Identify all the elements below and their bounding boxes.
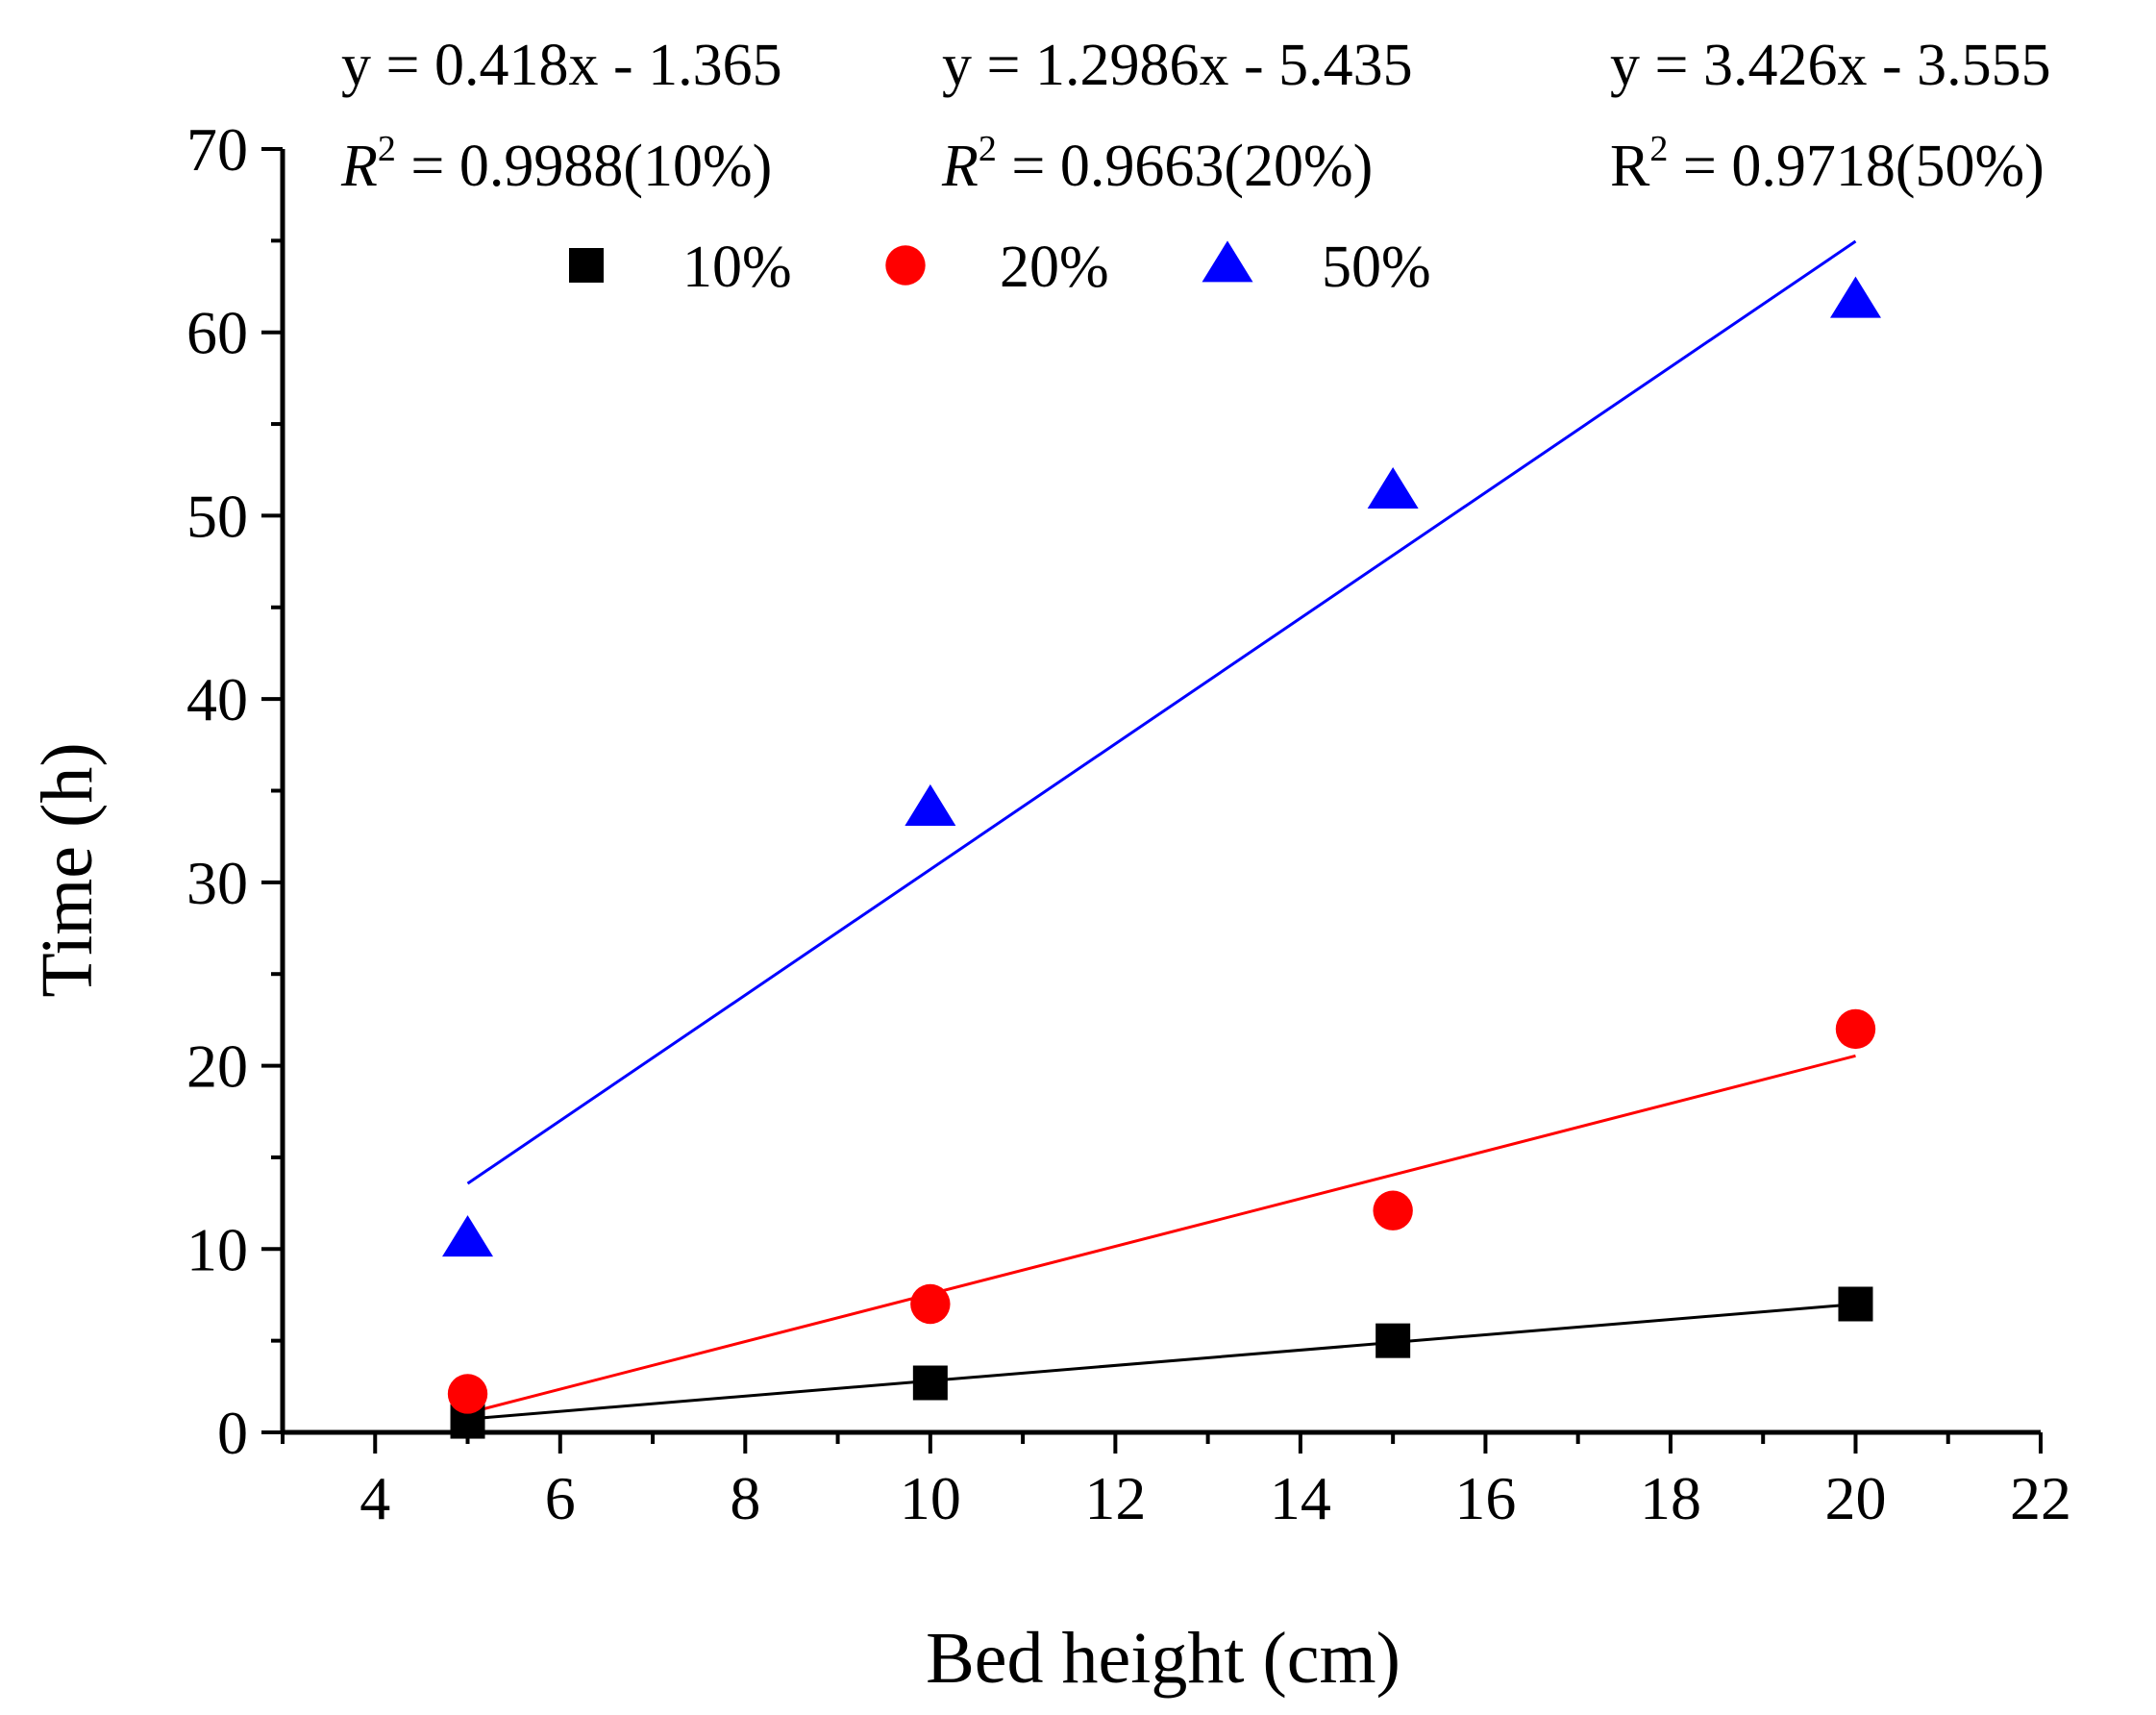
data-point-square <box>1838 1286 1873 1322</box>
y-tick-label: 50 <box>186 482 248 550</box>
y-tick-label: 10 <box>186 1215 248 1283</box>
data-point-triangle <box>442 1215 494 1257</box>
r-squared-label: R2 = 0.9988(10%) <box>340 129 772 199</box>
ticks <box>261 147 2043 1454</box>
data-point-circle <box>885 245 926 286</box>
legend-label: 50% <box>1322 235 1431 300</box>
fit-line <box>467 1303 1856 1421</box>
fit-lines <box>466 239 1857 1421</box>
data-point-square <box>912 1365 948 1401</box>
data-point-triangle <box>1367 466 1419 510</box>
legend-label: 20% <box>1000 235 1109 300</box>
r-squared-symbol: R <box>941 134 979 199</box>
x-tick-label: 18 <box>1640 1464 1701 1532</box>
r-squared-value: = 0.9988(10%) <box>396 134 772 199</box>
data-point-triangle <box>1202 240 1253 283</box>
fit-equation: y = 1.2986x - 5.435 <box>942 33 1413 98</box>
data-point-circle <box>910 1283 951 1325</box>
axes <box>280 149 2041 1435</box>
y-tick-label: 20 <box>186 1032 248 1101</box>
r-squared-exponent: 2 <box>979 129 997 169</box>
r-squared-value: = 0.9718(50%) <box>1668 134 2044 199</box>
legend-label: 10% <box>682 235 792 300</box>
data-point-triangle <box>905 783 956 826</box>
r-squared-exponent: 2 <box>378 129 396 169</box>
x-tick-label: 22 <box>2010 1464 2071 1532</box>
data-point-square <box>1375 1323 1411 1358</box>
y-tick-label: 0 <box>217 1399 248 1467</box>
data-point-square <box>569 248 604 283</box>
x-tick-label: 12 <box>1084 1464 1146 1532</box>
y-tick-label: 30 <box>186 849 248 917</box>
legend: 10% 20% 50% <box>569 235 1431 300</box>
x-tick-label: 4 <box>359 1464 390 1532</box>
data-point-circle <box>1835 1008 1876 1050</box>
y-tick-label: 70 <box>186 115 248 184</box>
markers <box>442 276 1881 1439</box>
x-tick-label: 14 <box>1270 1464 1331 1532</box>
data-point-triangle <box>1829 276 1881 318</box>
data-point-circle <box>1373 1190 1413 1230</box>
r-squared-label: R2 = 0.9718(50%) <box>1610 129 2044 199</box>
fit-equation: y = 3.426x - 3.555 <box>1610 33 2051 98</box>
r-squared-symbol: R <box>340 134 378 199</box>
fit-equation: y = 0.418x - 1.365 <box>341 33 782 98</box>
x-tick-label: 20 <box>1824 1464 1886 1532</box>
x-axis-title: Bed height (cm) <box>926 1618 1400 1699</box>
data-point-circle <box>447 1374 488 1414</box>
fit-line <box>467 1054 1856 1415</box>
x-tick-label: 8 <box>730 1464 760 1532</box>
r-squared-symbol: R <box>1610 134 1650 199</box>
r-squared-exponent: 2 <box>1649 129 1668 169</box>
r-squared-label: R2 = 0.9663(20%) <box>941 129 1373 199</box>
x-tick-label: 16 <box>1454 1464 1516 1532</box>
y-tick-label: 40 <box>186 665 248 733</box>
x-tick-label: 10 <box>900 1464 961 1532</box>
r-squared-value: = 0.9663(20%) <box>997 134 1373 199</box>
y-tick-label: 60 <box>186 299 248 367</box>
x-tick-label: 6 <box>545 1464 576 1532</box>
fit-line <box>466 239 1857 1185</box>
y-axis-title: Time (h) <box>27 742 108 997</box>
